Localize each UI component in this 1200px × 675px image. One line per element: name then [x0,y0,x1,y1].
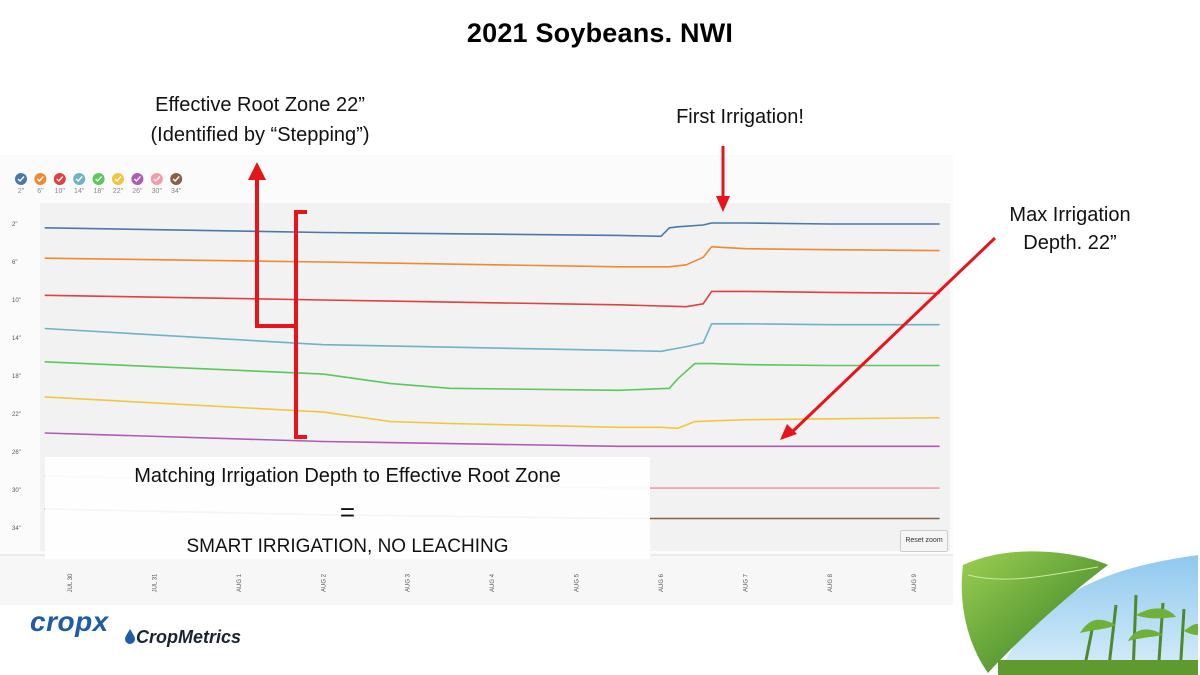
x-tick-label-4: AUG 3 [406,573,412,592]
legend-label-6: 26" [132,188,143,195]
y-tick-label-3: 14" [12,336,21,342]
series-line-1 [44,246,940,268]
legend-label-1: 6" [37,188,44,195]
series-line-0 [44,222,940,238]
y-tick-label-6: 26" [12,450,21,456]
legend-check-icon-4 [95,176,103,183]
series-line-4 [44,361,940,392]
cropmetrics-logo: CropMetrics [136,627,242,647]
legend-check-icon-3 [75,176,83,183]
max-depth-line2: Depth. 22” [1023,232,1117,254]
slide-title: 2021 Soybeans. NWI [466,18,734,48]
legend-check-icon-7 [153,176,161,183]
y-tick-label-4: 18" [12,374,21,380]
root-zone-line2: (Identified by “Stepping”) [150,124,370,146]
series-line-6 [44,432,940,448]
droplet-icon [125,629,135,644]
root-zone-line1: Effective Root Zone 22” [155,94,365,116]
legend-label-2: 10" [55,188,66,195]
max-depth-annotation: Max Irrigation Depth. 22” [960,201,1180,257]
x-tick-label-10: AUG 9 [912,573,918,592]
x-tick-label-2: AUG 1 [237,573,243,592]
legend-label-5: 22" [113,188,124,195]
legend-check-icon-1 [36,176,44,183]
y-tick-label-7: 30" [12,488,21,494]
first-irrigation-annotation: First Irrigation! [676,106,804,128]
x-tick-label-6: AUG 5 [575,573,581,592]
x-tick-label-8: AUG 7 [743,573,749,592]
y-tick-label-2: 10" [12,298,21,304]
y-tick-label-5: 22" [12,412,21,418]
x-tick-label-7: AUG 6 [659,573,665,592]
overlay-line1: Matching Irrigation Depth to Effective R… [134,465,561,487]
y-tick-label-0: 2" [12,222,17,228]
max-depth-line1: Max Irrigation [1009,204,1131,226]
x-tick-label-1: JUL 31 [152,573,158,592]
summary-overlay: Matching Irrigation Depth to Effective R… [45,457,650,559]
legend-label-7: 30" [152,188,163,195]
legend-check-icon-8 [172,176,180,183]
x-tick-label-5: AUG 4 [490,573,496,592]
x-axis-band [0,555,953,605]
legend-label-3: 14" [74,188,85,195]
legend-check-icon-5 [114,176,122,183]
overlay-equals: = [339,497,356,527]
series-line-3 [44,323,940,353]
legend-check-icon-2 [56,176,64,183]
legend-label-8: 34" [171,188,182,195]
y-tick-label-8: 34" [12,526,21,532]
legend-check-icon-0 [17,176,25,183]
soybean-field-photo [961,551,1198,675]
legend-check-icon-6 [133,176,141,183]
reset-zoom-button[interactable]: Reset zoom [900,530,948,552]
root-zone-annotation: Effective Root Zone 22” (Identified by “… [100,90,420,150]
x-tick-label-0: JUL 30 [68,573,74,592]
y-tick-label-1: 6" [12,260,17,266]
x-tick-label-9: AUG 8 [828,573,834,592]
cropx-logo: cropx [30,606,109,637]
x-tick-label-3: AUG 2 [321,573,327,592]
legend-label-4: 18" [93,188,104,195]
overlay-line3: SMART IRRIGATION, NO LEACHING [186,536,509,557]
series-line-5 [44,396,940,430]
legend-label-0: 2" [18,188,25,195]
